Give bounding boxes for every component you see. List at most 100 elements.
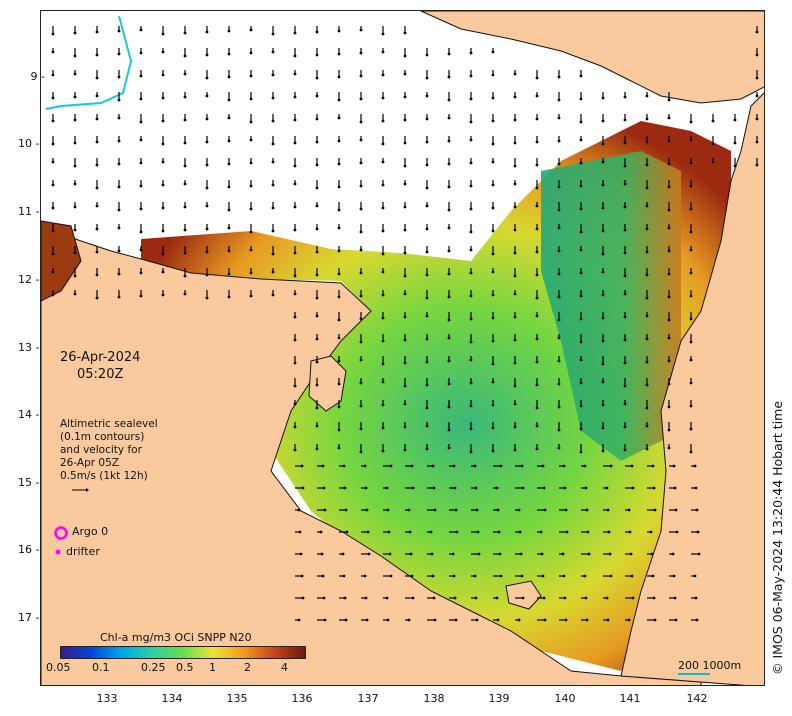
- velocity-arrow-head: [653, 618, 657, 622]
- velocity-arrow-head: [535, 406, 539, 410]
- velocity-arrow-head: [562, 574, 566, 578]
- velocity-arrow-head: [476, 530, 480, 534]
- velocity-arrow-head: [205, 250, 209, 254]
- velocity-arrow-head: [271, 50, 275, 54]
- velocity-arrow-head: [453, 596, 457, 600]
- velocity-arrow-head: [689, 450, 693, 454]
- velocity-arrow-head: [694, 596, 698, 600]
- velocity-arrow-head: [425, 76, 429, 80]
- velocity-arrow-head: [517, 618, 521, 622]
- longitude-tick-label: 134: [161, 692, 183, 705]
- velocity-arrow-head: [627, 508, 631, 512]
- velocity-arrow-head: [364, 596, 368, 600]
- velocity-arrow-head: [403, 182, 407, 186]
- velocity-arrow-head: [630, 464, 634, 468]
- drifter-legend-label: drifter: [66, 545, 100, 558]
- velocity-arrow-head: [337, 405, 341, 409]
- velocity-arrow-head: [139, 271, 143, 275]
- velocity-arrow-head: [117, 139, 121, 143]
- velocity-arrow-head: [73, 292, 77, 296]
- velocity-arrow-head: [469, 427, 473, 431]
- velocity-arrow-head: [381, 293, 385, 297]
- velocity-arrow-head: [711, 119, 715, 123]
- velocity-arrow-head: [694, 486, 698, 490]
- velocity-arrow-head: [183, 54, 187, 58]
- velocity-arrow-head: [386, 508, 390, 512]
- scale-bar: [678, 673, 710, 675]
- velocity-arrow-head: [117, 162, 121, 166]
- velocity-arrow-head: [425, 337, 429, 341]
- velocity-arrow-head: [315, 76, 319, 80]
- velocity-arrow-head: [513, 402, 517, 406]
- velocity-arrow-head: [205, 140, 209, 144]
- velocity-arrow-head: [540, 552, 544, 556]
- velocity-arrow-head: [403, 141, 407, 145]
- velocity-arrow-head: [497, 530, 501, 534]
- velocity-arrow-head: [271, 160, 275, 164]
- velocity-arrow-head: [293, 251, 297, 255]
- velocity-arrow-head: [293, 31, 297, 35]
- velocity-arrow-head: [513, 425, 517, 429]
- velocity-arrow-head: [557, 116, 561, 120]
- velocity-arrow-head: [672, 574, 676, 578]
- velocity-arrow-head: [381, 96, 385, 100]
- velocity-arrow-head: [579, 184, 583, 188]
- velocity-arrow-head: [205, 76, 209, 80]
- velocity-arrow-head: [161, 229, 165, 233]
- velocity-arrow-head: [474, 596, 478, 600]
- velocity-arrow-head: [161, 119, 165, 123]
- velocity-arrow-head: [293, 141, 297, 145]
- velocity-arrow-head: [73, 274, 77, 278]
- velocity-arrow-head: [535, 94, 539, 98]
- longitude-tick-label: 139: [488, 692, 510, 705]
- velocity-arrow-head: [293, 384, 297, 388]
- velocity-arrow-head: [473, 464, 477, 468]
- velocity-arrow-head: [601, 449, 605, 453]
- velocity-arrow-head: [606, 508, 610, 512]
- velocity-arrow-head: [381, 206, 385, 210]
- velocity-arrow-head: [73, 228, 77, 232]
- velocity-arrow-head: [455, 530, 459, 534]
- land-east: [620, 92, 764, 685]
- velocity-arrow-head: [623, 118, 627, 122]
- velocity-arrow-head: [541, 464, 545, 468]
- velocity-arrow-head: [513, 164, 517, 168]
- velocity-arrow-head: [667, 359, 671, 363]
- velocity-arrow-head: [557, 359, 561, 363]
- velocity-arrow-head: [631, 596, 635, 600]
- longitude-tick-label: 138: [423, 692, 445, 705]
- velocity-arrow-head: [315, 53, 319, 57]
- colorbar: [60, 646, 306, 659]
- velocity-arrow-head: [117, 226, 121, 230]
- velocity-arrow-head: [271, 183, 275, 187]
- velocity-arrow-head: [337, 295, 341, 299]
- velocity-arrow-head: [227, 208, 231, 212]
- velocity-arrow-head: [95, 296, 99, 300]
- velocity-arrow-head: [557, 428, 561, 432]
- velocity-arrow-head: [535, 76, 539, 80]
- velocity-arrow-head: [469, 161, 473, 165]
- velocity-arrow-head: [425, 186, 429, 190]
- velocity-arrow-head: [403, 118, 407, 122]
- velocity-arrow-head: [518, 530, 522, 534]
- velocity-arrow-head: [249, 51, 253, 55]
- velocity-arrow-head: [249, 184, 253, 188]
- velocity-arrow-head: [51, 183, 55, 187]
- velocity-arrow-head: [535, 140, 539, 144]
- velocity-arrow-head: [689, 294, 693, 298]
- velocity-arrow-head: [447, 116, 451, 120]
- velocity-arrow-head: [315, 383, 319, 387]
- velocity-arrow-head: [557, 446, 561, 450]
- velocity-arrow-head: [381, 270, 385, 274]
- velocity-arrow-head: [601, 380, 605, 384]
- velocity-arrow-head: [389, 574, 393, 578]
- velocity-arrow-head: [411, 486, 415, 490]
- velocity-arrow-head: [293, 402, 297, 406]
- velocity-arrow-head: [623, 361, 627, 365]
- velocity-arrows: [51, 26, 759, 622]
- velocity-arrow-head: [733, 164, 737, 168]
- velocity-arrow-head: [755, 53, 759, 57]
- velocity-arrow-head: [539, 530, 543, 534]
- velocity-arrow-head: [513, 274, 517, 278]
- velocity-arrow-head: [675, 530, 679, 534]
